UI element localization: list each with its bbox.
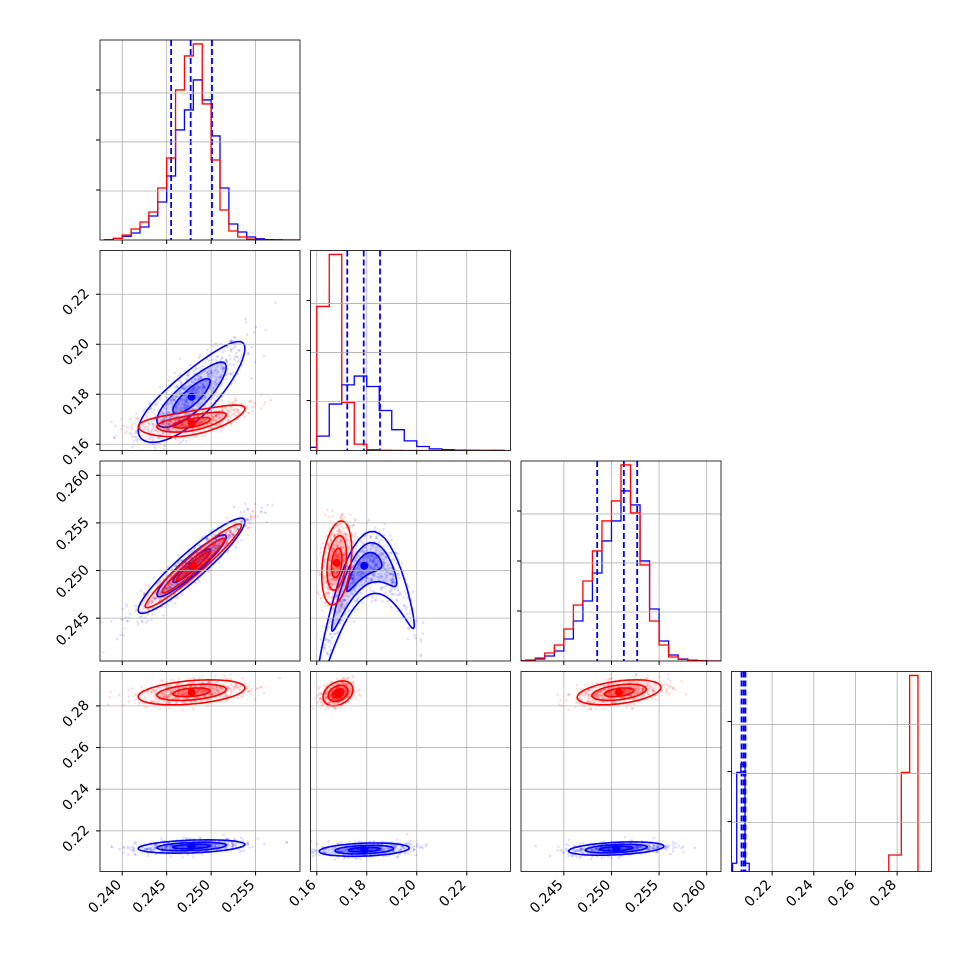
contour-series-1	[144, 523, 243, 609]
contour-series-0	[318, 842, 411, 858]
histogram-series-1	[521, 464, 721, 661]
contour-peak	[612, 844, 621, 853]
contour-series-1	[137, 678, 246, 706]
panel-1-2	[310, 460, 511, 665]
x-tick-label: 0.245	[130, 877, 170, 917]
panel-frame	[520, 671, 722, 872]
contour-series-1	[321, 520, 353, 606]
y-tick-label: 0.18	[59, 386, 92, 419]
x-tick-label: 0.22	[742, 877, 775, 910]
histogram-series-0	[521, 490, 721, 661]
x-tick-label: 0.24	[783, 877, 816, 910]
x-tick-label: 0.18	[336, 877, 369, 910]
contour-peak	[332, 558, 341, 567]
panel-frame	[99, 39, 301, 241]
y-tick-label: 0.255	[53, 514, 93, 554]
y-tick-label: 0.250	[53, 562, 93, 602]
panel-1-3	[310, 671, 511, 876]
x-tick-label: 0.28	[867, 877, 900, 910]
panel-1-1	[306, 250, 511, 455]
y-tick-label: 0.24	[59, 781, 92, 814]
y-tick-label: 0.20	[59, 336, 92, 369]
histogram-series-1	[103, 43, 300, 240]
y-tick-label: 0.28	[59, 697, 92, 730]
x-tick-label: 0.16	[286, 877, 319, 910]
x-tick-label: 0.250	[174, 877, 214, 917]
contour-series-0	[318, 530, 416, 661]
x-tick-label: 0.250	[575, 877, 615, 917]
panel-frame	[99, 460, 301, 662]
x-tick-label: 0.260	[670, 877, 710, 917]
panel-frame	[310, 460, 511, 662]
contour-series-0	[137, 340, 246, 444]
x-tick-label: 0.245	[527, 877, 567, 917]
panel-0-2	[96, 460, 301, 665]
x-tick-label: 0.20	[386, 877, 419, 910]
contour-series-0	[330, 541, 398, 633]
x-tick-label: 0.255	[622, 877, 662, 917]
contour-series-0	[137, 838, 246, 855]
panel-2-3	[520, 671, 722, 876]
histogram-series-1	[888, 674, 919, 872]
panel-frame	[520, 460, 722, 662]
panel-frame	[99, 250, 301, 451]
contour-peak	[187, 688, 196, 697]
histogram-series-0	[103, 79, 300, 240]
panel-frame	[310, 250, 511, 451]
contour-peak	[360, 845, 369, 854]
y-tick-label: 0.245	[53, 610, 93, 650]
contour-series-1	[322, 680, 354, 707]
panel-0-3	[96, 671, 301, 876]
contour-series-0	[567, 841, 665, 856]
contour-peak	[360, 561, 369, 570]
y-tick-label: 0.22	[59, 286, 92, 319]
contour-series-1	[137, 404, 246, 438]
contour-peak	[187, 419, 196, 427]
histogram-series-0	[731, 763, 750, 872]
panel-0-0	[96, 39, 301, 244]
y-tick-label: 0.260	[53, 467, 93, 507]
contour-peak	[615, 688, 624, 697]
panel-0-1	[96, 250, 301, 455]
panel-frame	[310, 671, 511, 872]
contour-series-0	[345, 551, 383, 593]
x-tick-label: 0.255	[219, 877, 259, 917]
corner-plot-panels	[96, 39, 932, 876]
contour-series-1	[576, 678, 662, 706]
panel-2-2	[517, 460, 722, 665]
contour-peak	[187, 842, 196, 851]
x-tick-label: 0.22	[436, 877, 469, 910]
panel-3-3	[727, 671, 932, 876]
panel-frame	[731, 671, 932, 872]
contour-peak	[187, 392, 196, 401]
y-tick-label: 0.16	[59, 436, 92, 469]
x-tick-label: 0.26	[825, 877, 858, 910]
histogram-series-0	[310, 375, 505, 451]
contour-peak	[334, 689, 342, 698]
contour-peak	[189, 561, 198, 570]
panel-frame	[99, 671, 301, 872]
y-tick-label: 0.26	[59, 739, 92, 772]
x-tick-label: 0.240	[85, 877, 125, 917]
y-tick-label: 0.22	[59, 822, 92, 855]
contour-series-0	[137, 517, 246, 615]
